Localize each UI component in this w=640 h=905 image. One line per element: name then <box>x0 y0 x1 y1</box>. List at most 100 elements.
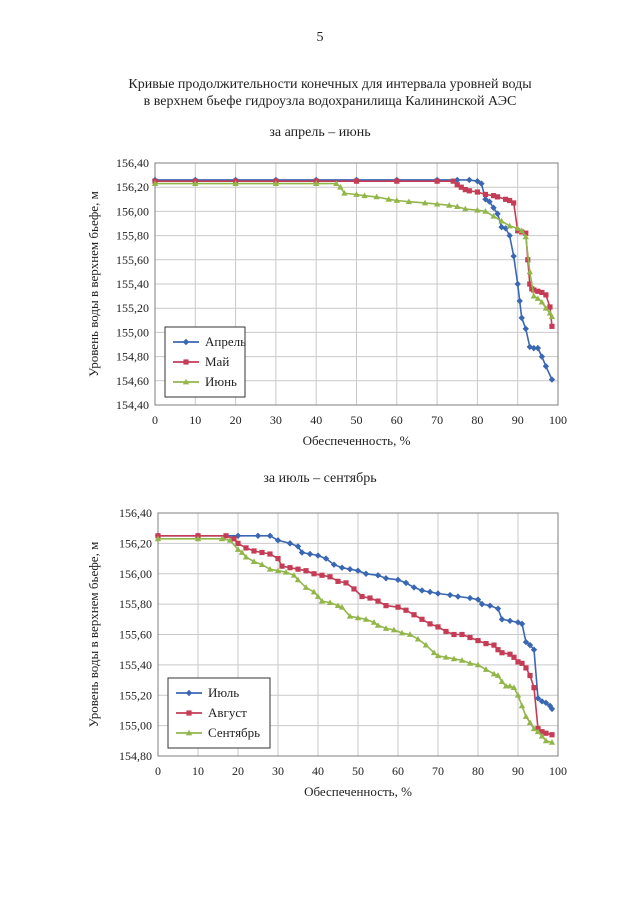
data-point-marker <box>353 191 360 197</box>
data-point-marker <box>414 635 422 642</box>
legend-item: Июнь <box>173 374 237 389</box>
data-point-marker <box>433 200 441 207</box>
data-point-marker <box>543 730 549 736</box>
data-point-marker <box>258 561 266 568</box>
data-point-marker <box>398 629 406 636</box>
data-point-marker <box>234 546 242 552</box>
legend-label: Май <box>205 354 229 369</box>
data-point-marker <box>482 196 489 203</box>
series-3 <box>154 535 556 745</box>
data-point-marker <box>266 565 274 572</box>
data-point-marker <box>522 713 530 719</box>
data-point-marker <box>390 626 398 633</box>
data-point-marker <box>494 194 501 200</box>
x-tick-label: 100 <box>549 413 567 427</box>
data-point-marker <box>514 280 521 288</box>
data-point-marker <box>302 584 310 590</box>
data-point-marker <box>422 641 430 648</box>
data-point-marker <box>542 699 550 707</box>
data-point-marker <box>337 184 344 190</box>
data-point-marker <box>450 178 456 184</box>
y-tick-label: 154,40 <box>116 398 149 412</box>
legend-item: Май <box>173 354 229 369</box>
data-point-marker <box>430 649 438 656</box>
series-2 <box>155 533 555 738</box>
data-point-marker <box>151 180 159 186</box>
data-point-marker <box>395 604 401 610</box>
data-point-marker <box>319 572 325 578</box>
data-point-marker <box>483 641 489 647</box>
data-point-marker <box>338 603 346 610</box>
x-tick-label: 20 <box>230 413 242 427</box>
data-point-marker <box>548 313 556 320</box>
data-point-marker <box>186 710 192 716</box>
data-point-marker <box>406 631 414 637</box>
data-point-marker <box>238 549 246 555</box>
chart-1-title: за апрель – июнь <box>269 125 371 140</box>
data-point-marker <box>462 205 469 212</box>
data-point-marker <box>490 670 498 677</box>
data-point-marker <box>382 625 390 631</box>
x-tick-label: 80 <box>472 764 484 778</box>
y-tick-label: 155,40 <box>119 658 152 672</box>
data-point-marker <box>534 344 542 352</box>
data-point-marker <box>506 232 513 239</box>
x-tick-label: 60 <box>391 413 403 427</box>
data-point-marker <box>185 729 193 736</box>
data-point-marker <box>182 378 190 385</box>
data-point-marker <box>354 614 362 621</box>
x-tick-label: 40 <box>310 413 322 427</box>
x-tick-label: 90 <box>512 413 524 427</box>
data-point-marker <box>523 230 529 236</box>
x-axis-label: Обеспеченность, % <box>303 433 411 448</box>
data-point-marker <box>251 548 257 554</box>
data-point-marker <box>507 651 513 657</box>
legend-label: Июнь <box>205 374 237 389</box>
data-point-marker <box>526 268 533 275</box>
data-point-marker <box>435 624 441 630</box>
data-point-marker <box>510 252 517 260</box>
data-point-marker <box>234 532 242 539</box>
data-point-marker <box>383 603 389 609</box>
data-point-marker <box>313 180 320 186</box>
y-tick-label: 155,40 <box>116 277 149 291</box>
data-point-marker <box>511 654 517 660</box>
data-point-marker <box>490 193 497 199</box>
data-point-marker <box>226 537 234 543</box>
document-title: Кривые продолжительности конечных для ин… <box>60 76 600 110</box>
data-point-marker <box>445 202 453 208</box>
data-point-marker <box>267 551 273 557</box>
data-point-marker <box>311 571 317 577</box>
data-point-marker <box>266 532 274 539</box>
data-point-marker <box>543 292 549 298</box>
data-point-marker <box>491 642 497 648</box>
y-tick-label: 155,80 <box>116 229 149 243</box>
data-point-marker <box>518 227 525 234</box>
legend-item: Июль <box>176 685 239 700</box>
data-point-marker <box>467 634 473 641</box>
data-point-marker <box>334 602 342 609</box>
data-point-marker <box>341 190 348 196</box>
data-point-marker <box>498 217 505 224</box>
y-tick-label: 156,40 <box>116 156 149 170</box>
y-tick-label: 154,80 <box>119 749 152 763</box>
data-point-marker <box>243 545 249 551</box>
y-tick-label: 156,20 <box>119 536 152 550</box>
data-point-marker <box>526 343 533 351</box>
chart-2-title: за июль – сентябрь <box>263 471 377 486</box>
data-point-marker <box>490 213 497 219</box>
data-point-marker <box>538 298 546 305</box>
data-point-marker <box>259 549 265 556</box>
data-point-marker <box>530 646 538 653</box>
data-point-marker <box>235 540 241 546</box>
legend-item: Апрель <box>173 334 246 349</box>
x-tick-label: 70 <box>432 764 444 778</box>
chart-2: 154,80 155,00 155,20 155,40 155,60 155,80 156,… <box>86 506 567 799</box>
data-point-marker <box>375 598 381 604</box>
data-point-marker <box>322 555 330 562</box>
data-point-marker <box>482 666 490 672</box>
data-point-marker <box>192 180 199 186</box>
data-point-marker <box>458 657 466 663</box>
data-point-marker <box>526 641 534 649</box>
legend-label: Сентябрь <box>208 725 260 740</box>
